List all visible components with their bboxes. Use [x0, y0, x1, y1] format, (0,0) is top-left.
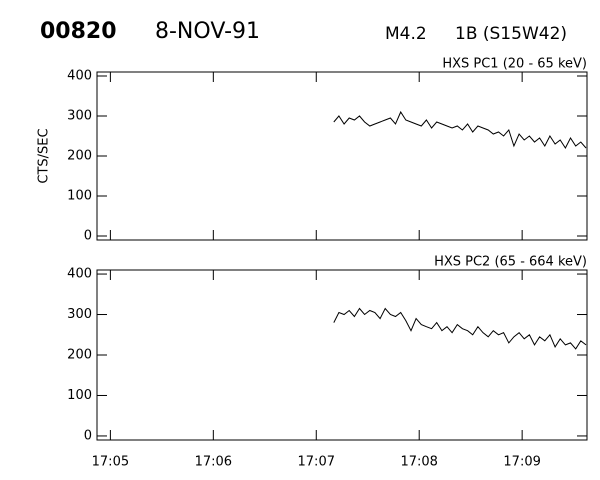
y-tick-label: 100: [67, 388, 92, 403]
y-tick-label: 400: [67, 267, 92, 282]
panel-title: HXS PC1 (20 - 65 keV): [442, 57, 587, 72]
y-tick-label: 300: [67, 307, 92, 322]
y-tick-label: 300: [67, 109, 92, 124]
x-tick-label: 17:07: [298, 455, 335, 470]
x-tick-label: 17:08: [400, 455, 437, 470]
x-tick-label: 17:05: [92, 455, 129, 470]
y-tick-label: 400: [67, 69, 92, 84]
y-tick-label: 0: [84, 229, 92, 244]
x-tick-label: 17:09: [503, 455, 540, 470]
event-number: 00820: [40, 19, 117, 44]
panel-title: HXS PC2 (65 - 664 keV): [434, 255, 587, 270]
data-line: [333, 110, 587, 149]
y-axis-label: CTS/SEC: [37, 128, 52, 183]
x-tick-label: 17:06: [195, 455, 232, 470]
flare-class: M4.2: [385, 24, 427, 44]
region: 1B (S15W42): [455, 24, 567, 44]
y-tick-label: 200: [67, 149, 92, 164]
y-tick-label: 100: [67, 189, 92, 204]
y-tick-label: 200: [67, 348, 92, 363]
data-line: [333, 307, 587, 350]
date: 8-NOV-91: [155, 19, 260, 44]
y-tick-label: 0: [84, 428, 92, 443]
